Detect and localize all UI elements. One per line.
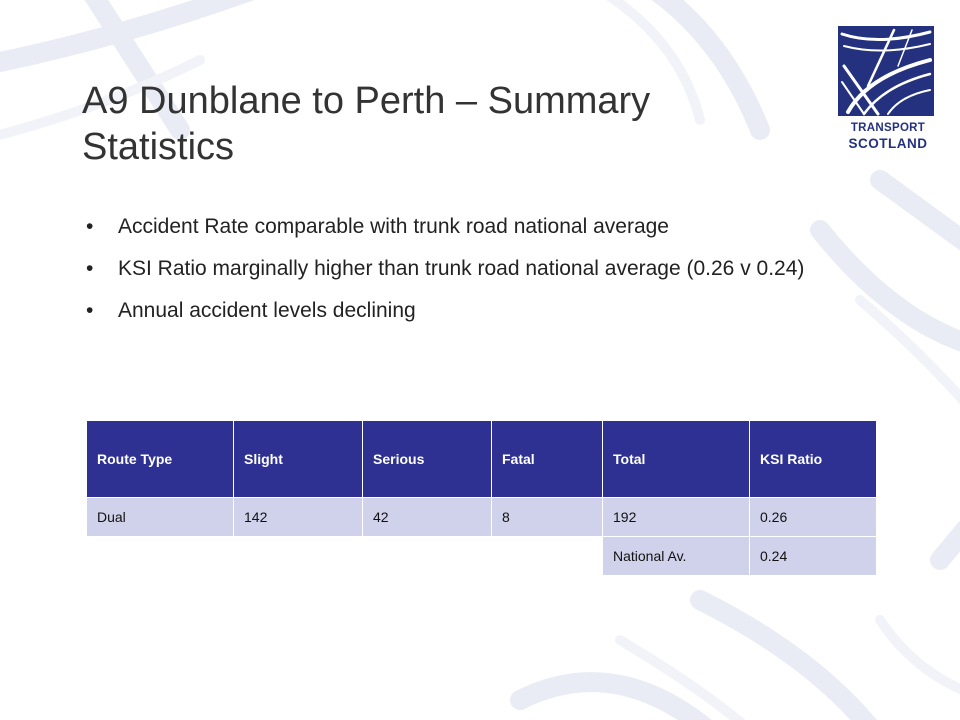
table-header-row: Route Type Slight Serious Fatal Total KS… [86,420,877,498]
column-header-fatal: Fatal [491,420,603,498]
logo-line-scotland: SCOTLAND [848,136,928,151]
bullet-text: Accident Rate comparable with trunk road… [118,215,669,238]
cell-national-average-value: 0.24 [749,536,877,576]
bullet-text: KSI Ratio marginally higher than trunk r… [118,257,805,280]
empty-cell [87,537,234,576]
bullet-dot: • [86,299,94,322]
cell-national-average-label: National Av. [602,536,750,576]
slide-title: A9 Dunblane to Perth – Summary Statistic… [82,80,651,168]
cell-slight: 142 [233,497,363,537]
column-header-route-type: Route Type [86,420,234,498]
empty-cell [492,537,603,576]
column-header-ksi-ratio: KSI Ratio [749,420,877,498]
bullet-list: • Accident Rate comparable with trunk ro… [86,214,846,340]
cell-fatal: 8 [491,497,603,537]
empty-cell [363,537,492,576]
column-header-serious: Serious [362,420,492,498]
bullet-dot: • [86,215,94,238]
national-average-row: National Av. 0.24 [87,536,877,576]
column-header-total: Total [602,420,750,498]
cell-ksi-ratio: 0.26 [749,497,877,537]
transport-scotland-logo: TRANSPORT SCOTLAND [838,26,938,151]
road-junction-icon [838,26,934,116]
empty-cell [234,537,363,576]
logo-line-transport: TRANSPORT [850,122,926,134]
cell-total: 192 [602,497,750,537]
bullet-item: • KSI Ratio marginally higher than trunk… [86,256,846,281]
summary-statistics-table: Route Type Slight Serious Fatal Total KS… [86,420,877,576]
table-row: Dual 142 42 8 192 0.26 [86,497,877,537]
bullet-item: • Annual accident levels declining [86,298,846,323]
column-header-slight: Slight [233,420,363,498]
bullet-text: Annual accident levels declining [118,299,416,322]
bullet-dot: • [86,257,94,280]
bullet-item: • Accident Rate comparable with trunk ro… [86,214,846,239]
cell-serious: 42 [362,497,492,537]
cell-route-type: Dual [86,497,234,537]
